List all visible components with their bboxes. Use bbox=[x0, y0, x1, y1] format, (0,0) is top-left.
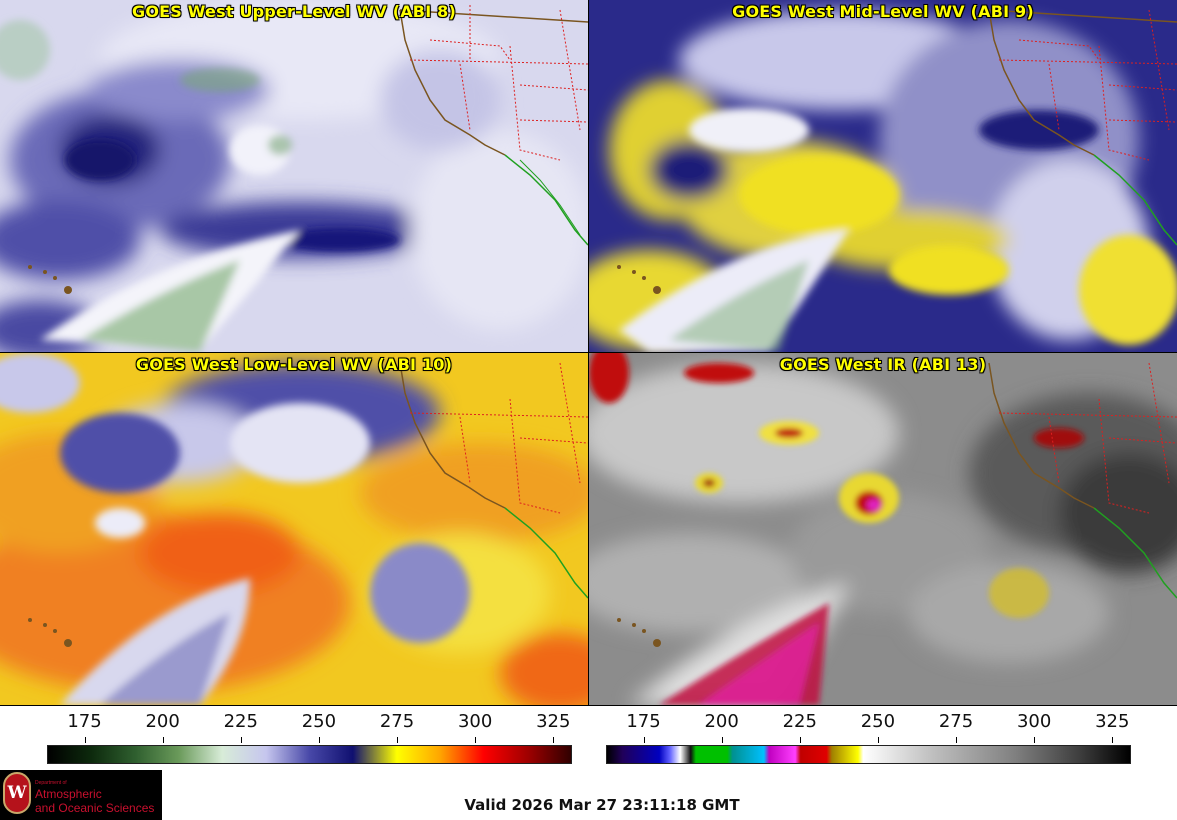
bottom-divider bbox=[0, 705, 1177, 706]
colorbar-tick-mark bbox=[877, 737, 879, 743]
colorbar-tick-mark bbox=[799, 737, 801, 743]
colorbar-tick-label: 300 bbox=[1016, 711, 1052, 732]
colorbar-tick-mark bbox=[643, 737, 645, 743]
upper-level-wv-image bbox=[0, 0, 588, 352]
low-level-wv-image bbox=[0, 353, 588, 705]
logo-line2: and Oceanic Sciences bbox=[35, 801, 155, 815]
horizontal-divider bbox=[0, 352, 1177, 353]
low-level-wv-panel: GOES West Low-Level WV (ABI 10) bbox=[0, 353, 588, 705]
vertical-divider bbox=[588, 0, 589, 706]
colorbar-tick-label: 175 bbox=[626, 711, 661, 732]
mid-level-wv-panel: GOES West Mid-Level WV (ABI 9) bbox=[589, 0, 1177, 352]
ir-colorbar-ticks: 175 200 225 250 275 300 325 bbox=[606, 701, 1131, 743]
panel-title: GOES West Upper-Level WV (ABI 8) bbox=[132, 2, 456, 21]
colorbar-tick-label: 275 bbox=[938, 711, 974, 732]
ir-colorbar-gradient bbox=[606, 745, 1131, 764]
ir-image bbox=[589, 353, 1177, 705]
colorbar-tick-mark bbox=[162, 737, 164, 743]
colorbar-tick-mark bbox=[721, 737, 723, 743]
colorbar-tick-label: 175 bbox=[67, 711, 102, 732]
colorbar-tick-label: 250 bbox=[301, 711, 337, 732]
upper-level-wv-panel: GOES West Upper-Level WV (ABI 8) bbox=[0, 0, 588, 352]
ir-colorbar: 175 200 225 250 275 300 325 bbox=[606, 701, 1131, 781]
colorbar-tick-label: 200 bbox=[145, 711, 180, 732]
logo-department-text: Department of bbox=[35, 780, 67, 786]
colorbar-tick-mark bbox=[553, 737, 555, 743]
colorbar-tick-mark bbox=[1112, 737, 1114, 743]
colorbar-tick-label: 225 bbox=[782, 711, 817, 732]
colorbar-tick-label: 325 bbox=[1095, 711, 1130, 732]
colorbar-tick-mark bbox=[397, 737, 398, 743]
valid-time-label: Valid 2026 Mar 27 23:11:18 GMT bbox=[464, 796, 740, 814]
aos-logo: W Department of Atmospheric and Oceanic … bbox=[0, 770, 162, 820]
wv-colorbar: 175 200 225 250 275 300 325 bbox=[47, 701, 572, 781]
colorbar-tick-mark bbox=[240, 737, 242, 743]
colorbar-tick-label: 200 bbox=[704, 711, 739, 732]
university-seal-icon: W bbox=[3, 772, 31, 814]
wv-colorbar-ticks: 175 200 225 250 275 300 325 bbox=[47, 701, 572, 743]
mid-level-wv-image bbox=[589, 0, 1177, 352]
panel-title: GOES West Mid-Level WV (ABI 9) bbox=[732, 2, 1034, 21]
ir-panel: GOES West IR (ABI 13) bbox=[589, 353, 1177, 705]
colorbar-tick-mark bbox=[1034, 737, 1036, 743]
colorbar-tick-label: 225 bbox=[223, 711, 258, 732]
colorbar-tick-label: 300 bbox=[457, 711, 493, 732]
panel-title: GOES West Low-Level WV (ABI 10) bbox=[135, 355, 453, 374]
colorbar-tick-label: 325 bbox=[536, 711, 571, 732]
colorbar-tick-mark bbox=[318, 737, 320, 743]
colorbar-tick-mark bbox=[956, 737, 957, 743]
logo-line1: Atmospheric bbox=[35, 787, 102, 801]
colorbar-tick-label: 275 bbox=[379, 711, 415, 732]
colorbar-tick-label: 250 bbox=[860, 711, 896, 732]
colorbar-tick-mark bbox=[84, 737, 86, 743]
panel-title: GOES West IR (ABI 13) bbox=[779, 355, 987, 374]
wv-colorbar-gradient bbox=[47, 745, 572, 764]
colorbar-tick-mark bbox=[475, 737, 477, 743]
